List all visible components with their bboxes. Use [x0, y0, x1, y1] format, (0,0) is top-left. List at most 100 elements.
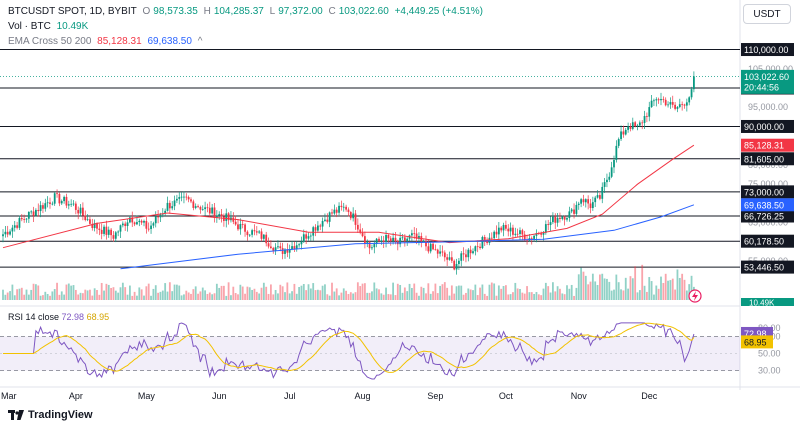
candle — [197, 206, 199, 207]
candle — [86, 219, 89, 221]
candle — [502, 224, 505, 231]
candle — [345, 206, 347, 210]
candle — [342, 206, 345, 208]
volume-bar — [291, 291, 293, 300]
close-label: C — [328, 6, 336, 17]
candle — [13, 225, 16, 228]
level-price-tag — [741, 260, 794, 274]
volume-bar — [119, 287, 122, 300]
volume-bar — [352, 293, 355, 300]
rsi-legend-label[interactable]: RSI 14 close — [8, 312, 62, 322]
volume-bar — [664, 273, 667, 300]
candle — [371, 247, 373, 249]
candle — [514, 233, 517, 235]
volume-bar — [338, 295, 340, 300]
low-label: L — [269, 6, 276, 17]
volume-bar — [406, 291, 409, 300]
candle — [448, 257, 451, 260]
volume-legend: Vol · BTC 10.49K — [8, 21, 91, 32]
volume-bar — [375, 288, 378, 300]
volume-bar — [669, 280, 672, 300]
candle — [570, 209, 573, 212]
candle — [11, 227, 14, 232]
volume-bar — [328, 295, 331, 300]
ema-fast-line — [2, 144, 695, 249]
volume-tag-label: 10.49K — [749, 299, 775, 308]
volume-bar — [371, 291, 373, 300]
volume-bar — [653, 294, 655, 300]
countdown-label: 20:44:56 — [744, 82, 779, 92]
volume-bar — [9, 291, 11, 300]
candle — [497, 227, 500, 235]
volume-bar — [288, 293, 291, 300]
candle — [490, 237, 493, 239]
volume-bar — [255, 291, 258, 300]
volume-bar — [173, 284, 176, 300]
candle — [32, 211, 35, 216]
volume-bar — [103, 290, 105, 300]
candle — [20, 218, 23, 220]
level-price-label: 81,605.00 — [744, 154, 784, 164]
candle — [615, 145, 618, 160]
candle — [608, 176, 611, 180]
volume-label[interactable]: Vol · BTC — [8, 21, 51, 32]
candle — [641, 122, 644, 124]
volume-bar — [596, 284, 599, 300]
volume-bar — [620, 289, 622, 300]
candle — [208, 207, 211, 214]
volume-bar — [495, 295, 498, 300]
volume-bar — [11, 284, 14, 300]
volume-bar — [274, 289, 277, 300]
volume-bar — [126, 294, 129, 300]
volume-bar — [615, 274, 618, 300]
symbol-ohlc-header: BTCUSDT SPOT, 1D, BYBIT O 98,573.35 H 104,… — [8, 6, 486, 17]
volume-bar — [333, 291, 336, 300]
candle — [533, 235, 535, 239]
candle — [380, 240, 383, 242]
candle — [213, 207, 216, 218]
tradingview-logo[interactable]: TradingView — [8, 409, 93, 421]
candle — [244, 224, 246, 232]
x-axis-label: Dec — [641, 391, 658, 401]
candle — [643, 115, 646, 123]
candle — [79, 207, 82, 214]
volume-bar — [488, 284, 491, 300]
candle — [46, 202, 49, 204]
collapse-chevron-icon[interactable]: ^ — [197, 36, 203, 47]
price-axis-tick: 105,000.00 — [748, 64, 793, 74]
volume-bar — [321, 285, 324, 300]
candle — [375, 238, 378, 245]
ema-label[interactable]: EMA Cross 50 200 — [8, 36, 92, 47]
candle — [74, 203, 77, 210]
volume-bar — [121, 282, 124, 300]
volume-bar — [599, 274, 601, 300]
volume-bar — [253, 288, 256, 300]
volume-bar — [98, 294, 101, 300]
volume-bar — [199, 291, 202, 300]
candle — [671, 102, 674, 105]
x-axis-label: Jul — [284, 391, 296, 401]
volume-bar — [472, 290, 474, 300]
candle — [30, 211, 33, 213]
rsi-line — [3, 322, 695, 380]
candle — [587, 199, 590, 204]
candle — [328, 212, 331, 222]
candle — [669, 102, 672, 105]
candle — [509, 227, 512, 232]
volume-bar — [636, 292, 639, 300]
volume-bar — [554, 291, 557, 300]
candle — [589, 203, 592, 209]
candle — [114, 232, 117, 239]
volume-bar — [262, 282, 265, 300]
symbol-label[interactable]: BTCUSDT SPOT, 1D, BYBIT — [8, 6, 137, 17]
volume-bar — [411, 287, 413, 300]
rsi-axis-tick: 30.00 — [758, 366, 781, 376]
volume-bar — [436, 293, 439, 300]
volume-bar — [646, 291, 648, 300]
candle — [300, 241, 303, 245]
currency-button[interactable]: USDT — [743, 4, 791, 24]
candle — [650, 100, 653, 108]
candle — [413, 233, 416, 235]
volume-value: 10.49K — [56, 21, 89, 32]
